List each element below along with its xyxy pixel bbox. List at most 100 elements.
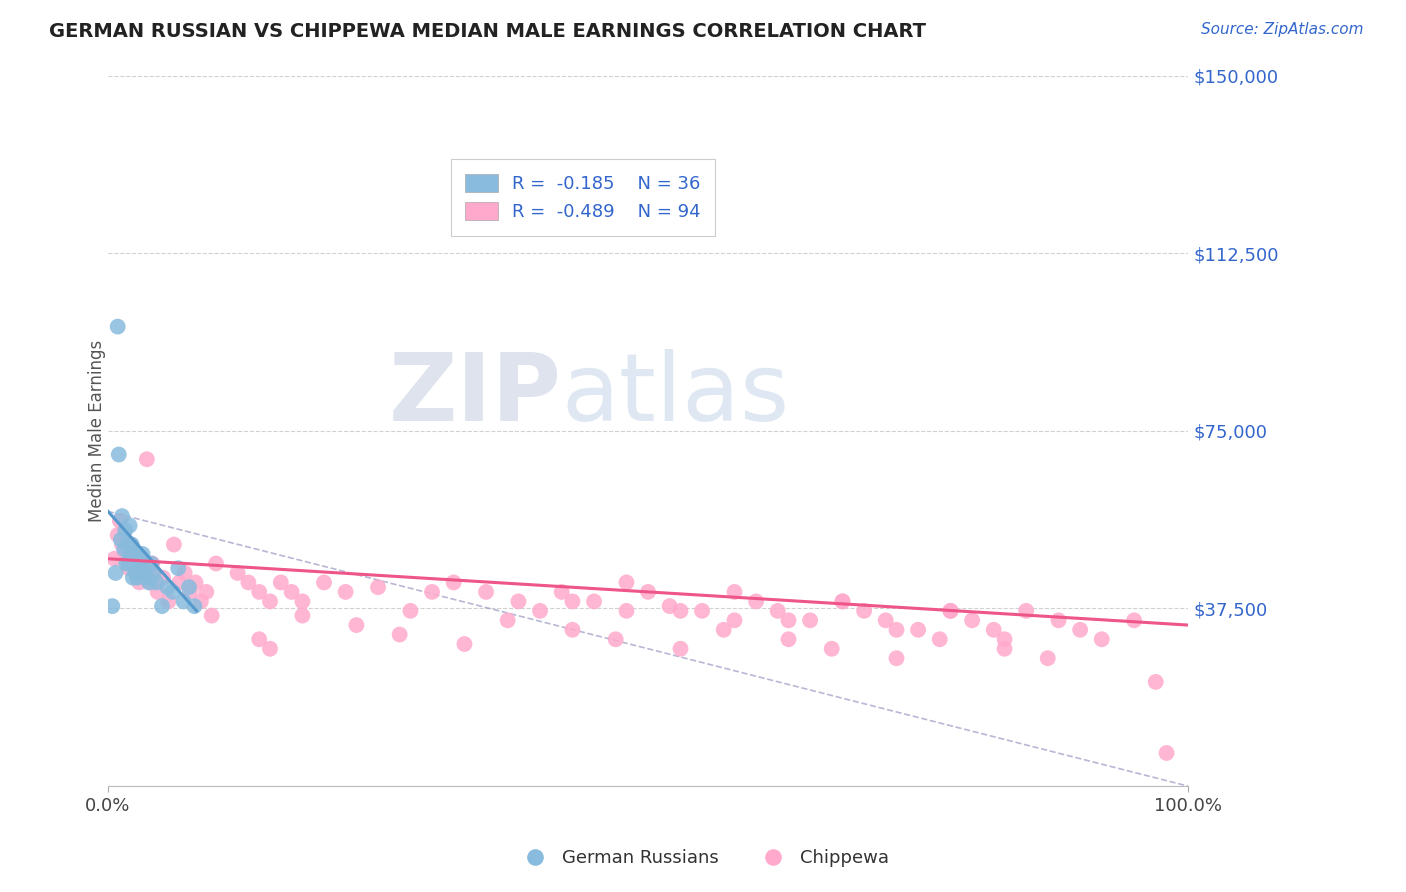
Point: [1156, 746, 1178, 760]
Point: [107, 319, 129, 334]
Point: [131, 551, 153, 566]
Point: [247, 632, 270, 647]
Point: [778, 613, 800, 627]
Point: [346, 618, 368, 632]
Point: [983, 623, 1005, 637]
Point: [107, 448, 129, 462]
Point: [156, 580, 179, 594]
Text: Source: ZipAtlas.com: Source: ZipAtlas.com: [1201, 22, 1364, 37]
Point: [247, 585, 270, 599]
Point: [259, 641, 281, 656]
Point: [270, 575, 292, 590]
Point: [561, 623, 583, 637]
Point: [443, 575, 465, 590]
Point: [388, 627, 411, 641]
Point: [280, 585, 302, 599]
Point: [131, 547, 153, 561]
Point: [121, 547, 143, 561]
Point: [129, 557, 152, 571]
Point: [195, 585, 218, 599]
Point: [928, 632, 950, 647]
Point: [799, 613, 821, 627]
Point: [101, 599, 124, 614]
Point: [1036, 651, 1059, 665]
Point: [291, 594, 314, 608]
Point: [658, 599, 681, 614]
Point: [117, 561, 139, 575]
Point: [117, 537, 139, 551]
Point: [132, 561, 155, 575]
Point: [121, 571, 143, 585]
Point: [853, 604, 876, 618]
Point: [1015, 604, 1038, 618]
Point: [145, 575, 167, 590]
Point: [111, 509, 134, 524]
Point: [1047, 613, 1070, 627]
Point: [669, 604, 692, 618]
Point: [169, 575, 191, 590]
Point: [550, 585, 572, 599]
Legend: R =  -0.185    N = 36, R =  -0.489    N = 94: R = -0.185 N = 36, R = -0.489 N = 94: [451, 159, 716, 235]
Point: [150, 599, 173, 614]
Point: [1123, 613, 1146, 627]
Point: [335, 585, 357, 599]
Text: atlas: atlas: [561, 350, 790, 442]
Point: [179, 585, 201, 599]
Point: [121, 537, 143, 551]
Point: [939, 604, 962, 618]
Point: [616, 604, 638, 618]
Point: [104, 566, 127, 580]
Point: [111, 537, 134, 551]
Point: [291, 608, 314, 623]
Point: [114, 547, 136, 561]
Point: [135, 571, 157, 585]
Point: [141, 557, 163, 571]
Point: [128, 575, 150, 590]
Point: [115, 557, 138, 571]
Point: [367, 580, 389, 594]
Point: [142, 566, 165, 580]
Point: [167, 561, 190, 575]
Point: [496, 613, 519, 627]
Point: [205, 557, 228, 571]
Point: [108, 514, 131, 528]
Point: [118, 518, 141, 533]
Point: [120, 547, 142, 561]
Point: [453, 637, 475, 651]
Point: [152, 571, 174, 585]
Point: [163, 537, 186, 551]
Point: [831, 594, 853, 608]
Point: [993, 641, 1015, 656]
Point: [669, 641, 692, 656]
Point: [131, 566, 153, 580]
Point: [690, 604, 713, 618]
Point: [183, 599, 205, 614]
Point: [745, 594, 768, 608]
Point: [766, 604, 789, 618]
Point: [138, 575, 160, 590]
Point: [259, 594, 281, 608]
Point: [605, 632, 627, 647]
Point: [201, 608, 224, 623]
Point: [139, 575, 162, 590]
Point: [529, 604, 551, 618]
Point: [124, 547, 146, 561]
Point: [173, 566, 195, 580]
Point: [157, 594, 180, 608]
Point: [110, 533, 132, 547]
Point: [190, 594, 212, 608]
Point: [723, 585, 745, 599]
Point: [778, 632, 800, 647]
Point: [1069, 623, 1091, 637]
Point: [141, 557, 163, 571]
Point: [177, 580, 200, 594]
Point: [103, 551, 125, 566]
Point: [886, 651, 908, 665]
Point: [143, 566, 166, 580]
Point: [1144, 674, 1167, 689]
Point: [132, 566, 155, 580]
Point: [162, 585, 184, 599]
Point: [226, 566, 249, 580]
Text: ZIP: ZIP: [389, 350, 561, 442]
Point: [146, 585, 169, 599]
